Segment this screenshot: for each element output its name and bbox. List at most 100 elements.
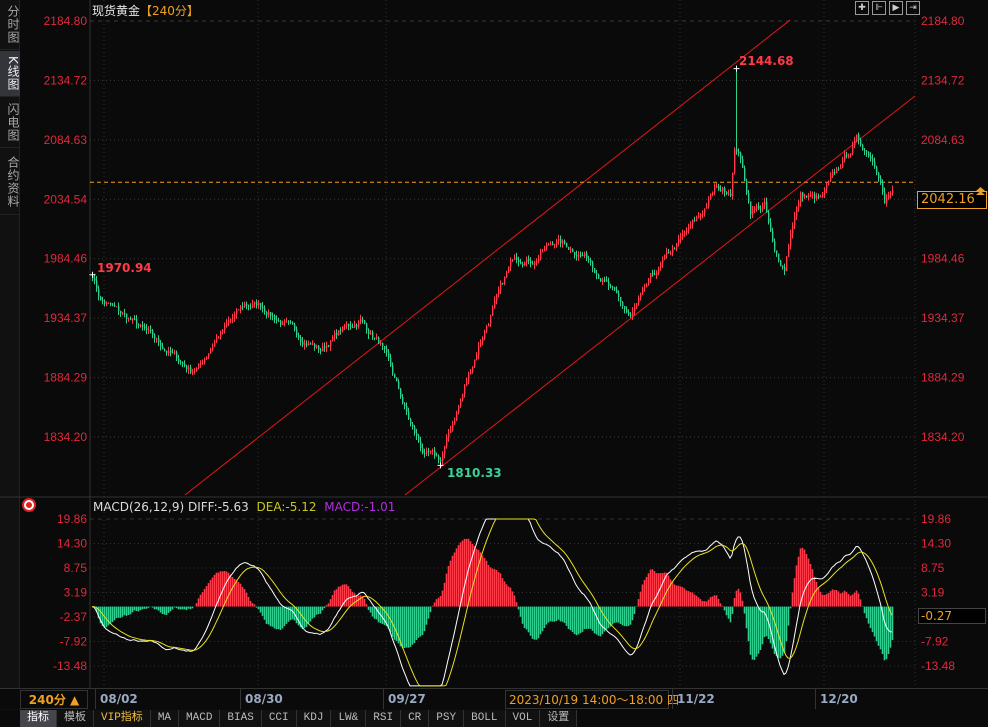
candle-body	[364, 320, 366, 324]
extreme-marker-icon	[89, 271, 96, 278]
candle-body	[686, 230, 688, 233]
candle-body	[168, 350, 170, 354]
indicator-tab[interactable]: 设置	[540, 710, 578, 727]
candle-body	[402, 397, 404, 404]
candle-body	[852, 145, 854, 154]
indicator-tab[interactable]: LW&	[331, 710, 367, 727]
candle-body	[818, 196, 820, 198]
candle-body	[532, 263, 534, 265]
high-annotation: 2144.68	[739, 54, 794, 68]
candle-body	[108, 302, 110, 304]
candle-body	[436, 455, 438, 457]
candle-body	[462, 393, 464, 400]
zoom-out-icon[interactable]: ▶	[889, 1, 903, 15]
candle-body	[774, 240, 776, 251]
indicator-tab[interactable]: 指标	[20, 710, 57, 727]
candle-body	[546, 244, 548, 249]
chart-tools: ✚ ⊩ ▶ ⇥	[855, 1, 920, 15]
candle-body	[836, 168, 838, 173]
indicator-tab[interactable]: KDJ	[297, 710, 332, 727]
candle-body	[766, 201, 768, 213]
candle-body	[796, 207, 798, 217]
indicator-settings-icon[interactable]	[24, 500, 34, 510]
candle-body	[536, 261, 538, 263]
candle-body	[478, 346, 480, 356]
indicator-tab[interactable]: RSI	[366, 710, 402, 727]
candle-body	[398, 381, 400, 389]
candle-body	[814, 194, 816, 199]
candle-body	[756, 206, 758, 209]
candle-body	[660, 263, 662, 268]
indicator-tab[interactable]: CR	[401, 710, 430, 727]
y-tick-right: 1984.46	[921, 252, 965, 266]
candle-body	[344, 325, 346, 327]
candle-body	[636, 303, 638, 308]
candle-body	[354, 324, 356, 328]
candle-body	[878, 172, 880, 179]
candle-body	[404, 403, 406, 406]
candle-body	[846, 154, 848, 156]
candle-body	[834, 171, 836, 173]
indicator-tab[interactable]: CCI	[262, 710, 297, 727]
indicator-tab[interactable]: PSY	[429, 710, 465, 727]
sidebar-item-contract-info[interactable]: 合约资料	[0, 149, 20, 215]
indicator-tab[interactable]: 模板	[57, 710, 94, 727]
candle-body	[864, 150, 866, 152]
trendline	[184, 19, 791, 496]
candle-body	[520, 261, 522, 264]
candle-body	[366, 323, 368, 330]
candle-body	[888, 194, 890, 199]
crosshair-icon[interactable]: ✚	[855, 1, 869, 15]
candle-body	[604, 279, 606, 281]
candle-body	[516, 257, 518, 261]
extreme-marker-icon	[733, 65, 740, 72]
candle-body	[588, 258, 590, 261]
candle-body	[854, 140, 856, 146]
sidebar-item-kline[interactable]: K线图	[0, 51, 20, 97]
candle-body	[310, 343, 312, 345]
indicator-tab[interactable]: BOLL	[464, 710, 506, 727]
candle-body	[194, 371, 196, 373]
indicator-tab[interactable]: MACD	[179, 710, 221, 727]
axes: 2184.80 2184.80 2134.72 2134.72 2084.63 2084.…	[44, 14, 965, 673]
candle-body	[482, 338, 484, 342]
sidebar-item-timeshare[interactable]: 分时图	[0, 0, 20, 50]
candle-body	[150, 329, 152, 331]
candle-body	[714, 187, 716, 193]
macd-y-tick-left: 19.86	[57, 512, 87, 526]
candle-body	[480, 341, 482, 347]
indicator-tab[interactable]: VIP指标	[94, 710, 151, 727]
trendline	[404, 95, 916, 496]
candle-body	[598, 274, 600, 279]
candle-body	[606, 280, 608, 282]
candle-body	[292, 322, 294, 325]
candle-body	[418, 435, 420, 442]
zoom-in-icon[interactable]: ⊩	[872, 1, 886, 15]
candle-body	[156, 338, 158, 340]
candle-body	[166, 350, 168, 354]
candle-body	[466, 381, 468, 387]
candle-body	[338, 330, 340, 336]
y-tick-left: 2184.80	[44, 14, 88, 28]
candle-body	[804, 195, 806, 197]
candle-body	[570, 249, 572, 251]
scroll-up-icon[interactable]	[976, 180, 985, 195]
macd-current-label: -0.27	[918, 608, 986, 624]
candle-body	[510, 259, 512, 267]
candle-body	[806, 195, 808, 197]
scroll-right-icon[interactable]: ⇥	[906, 1, 920, 15]
candle-body	[794, 216, 796, 225]
candle-body	[378, 337, 380, 344]
candle-body	[460, 399, 462, 407]
indicator-tab[interactable]: MA	[151, 710, 180, 727]
indicator-tab[interactable]: BIAS	[220, 710, 262, 727]
candle-body	[218, 337, 220, 339]
macd-y-tick-right: 3.19	[921, 586, 945, 600]
period-selector[interactable]: 240分 ▲	[20, 690, 88, 709]
candle-body	[296, 329, 298, 336]
candle-body	[602, 279, 604, 282]
sidebar-item-flash[interactable]: 闪电图	[0, 98, 20, 148]
candle-body	[430, 451, 432, 453]
indicator-tab[interactable]: VOL	[506, 710, 541, 727]
